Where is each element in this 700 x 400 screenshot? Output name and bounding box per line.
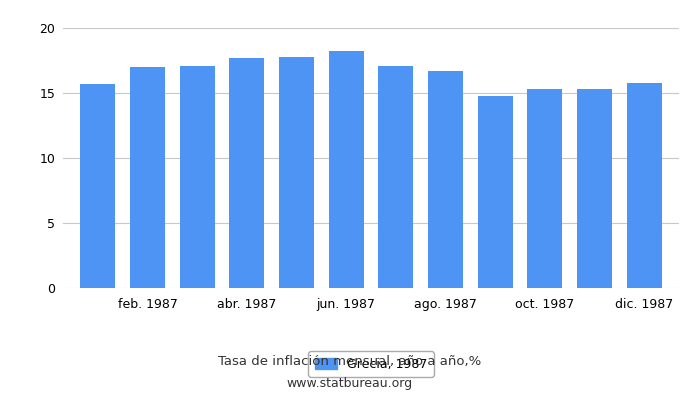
- Bar: [80, 84, 116, 288]
- Bar: [626, 82, 662, 288]
- Bar: [230, 58, 264, 288]
- Bar: [279, 56, 314, 288]
- Bar: [478, 96, 512, 288]
- Text: Tasa de inflación mensual, año a año,%: Tasa de inflación mensual, año a año,%: [218, 356, 482, 368]
- Bar: [428, 71, 463, 288]
- Bar: [130, 67, 164, 288]
- Bar: [329, 51, 363, 288]
- Bar: [528, 89, 562, 288]
- Bar: [578, 89, 612, 288]
- Bar: [379, 66, 413, 288]
- Text: www.statbureau.org: www.statbureau.org: [287, 378, 413, 390]
- Bar: [180, 66, 214, 288]
- Legend: Grecia, 1987: Grecia, 1987: [308, 352, 434, 377]
